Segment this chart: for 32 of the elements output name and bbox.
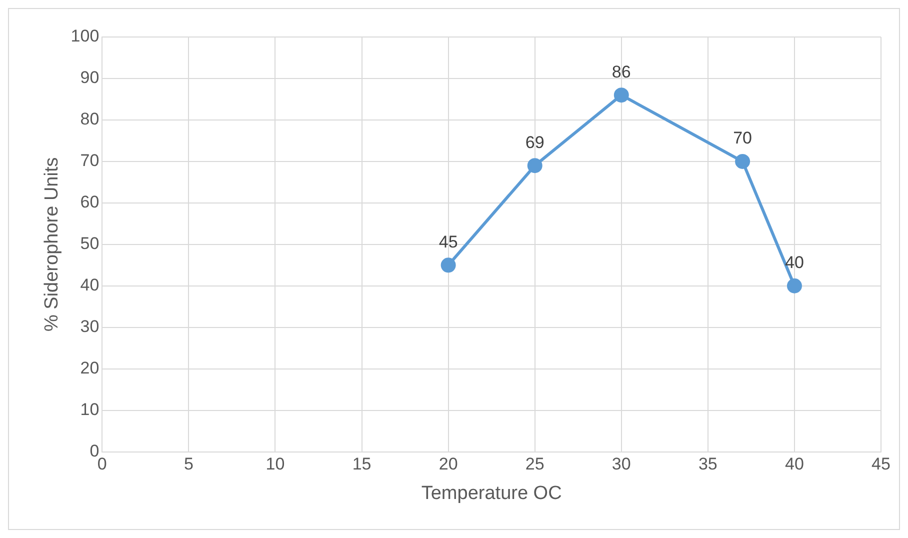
data-label: 40 (785, 253, 804, 272)
y-tick-label: 40 (80, 276, 100, 295)
point (440, 258, 456, 273)
x-tick-label: 35 (698, 454, 718, 474)
y-tick-label: 50 (80, 234, 100, 254)
x-tick-label: 30 (612, 454, 631, 474)
y-tick-label: 30 (80, 317, 100, 336)
data-label: 86 (612, 62, 631, 82)
y-tick-label: 10 (80, 400, 100, 420)
point (786, 278, 802, 294)
y-tick-label: 70 (80, 151, 100, 170)
x-tick-label: 25 (525, 454, 544, 474)
point (614, 88, 629, 103)
data-label: 70 (733, 128, 752, 148)
x-tick-label: 15 (352, 454, 372, 474)
y-tick-label: 80 (80, 110, 100, 129)
y-tick-label: 100 (70, 26, 100, 46)
x-tick-label: 45 (872, 454, 890, 474)
y-tick-label: 60 (80, 192, 100, 212)
x-tick-label: 10 (266, 454, 285, 474)
y-tick-label: 20 (80, 358, 100, 378)
data-label: 45 (438, 232, 458, 252)
y-tick-label: 0 (90, 441, 100, 460)
x-axis-title: Temperature OC (421, 482, 562, 504)
data-label: 69 (525, 132, 544, 152)
x-tick-label: 40 (785, 454, 804, 474)
y-tick-label: 90 (80, 68, 100, 88)
x-tick-label: 20 (438, 454, 458, 474)
x-tick-label: 5 (184, 454, 194, 474)
point (735, 154, 750, 169)
y-axis-title: % Siderophore Units (42, 157, 63, 332)
point (527, 158, 542, 174)
